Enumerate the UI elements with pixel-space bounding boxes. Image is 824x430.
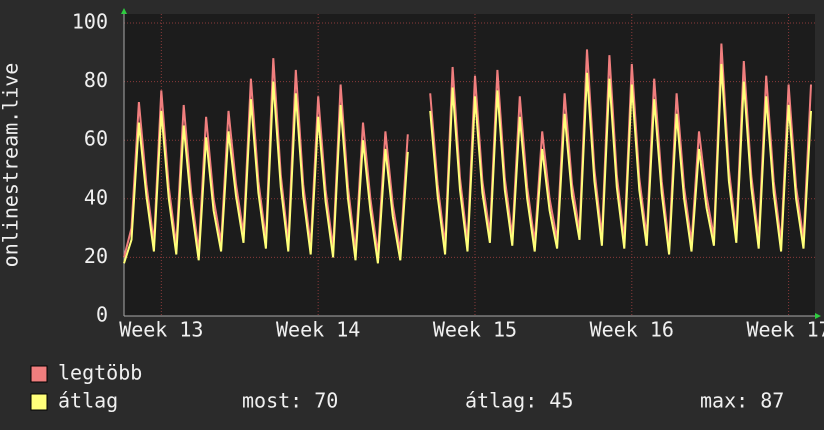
y-tick-label: 80 [84, 68, 108, 92]
summary-stat: max: 87 [700, 389, 784, 413]
x-axis-arrow [815, 313, 821, 319]
y-tick-label: 0 [96, 303, 108, 327]
series-line [123, 63, 812, 264]
y-tick-label: 40 [84, 185, 108, 209]
x-tick-label: Week 13 [119, 318, 203, 342]
plot-area [124, 14, 815, 316]
x-tick-label: Week 17 [746, 318, 824, 342]
legend-swatch [30, 365, 48, 383]
x-tick-label: Week 14 [276, 318, 360, 342]
legend-label: átlag [58, 389, 118, 413]
summary-stat: átlag: 45 [465, 389, 573, 413]
x-tick-label: Week 16 [590, 318, 674, 342]
y-axis-label: onlinestream.live [0, 63, 23, 268]
y-axis-arrow [121, 8, 127, 14]
y-tick-label: 60 [84, 127, 108, 151]
legend-label: legtöbb [58, 361, 142, 385]
y-tick-label: 20 [84, 244, 108, 268]
x-tick-label: Week 15 [433, 318, 517, 342]
summary-stat: most: 70 [242, 389, 338, 413]
legend-swatch [30, 393, 48, 411]
y-tick-label: 100 [72, 10, 108, 34]
